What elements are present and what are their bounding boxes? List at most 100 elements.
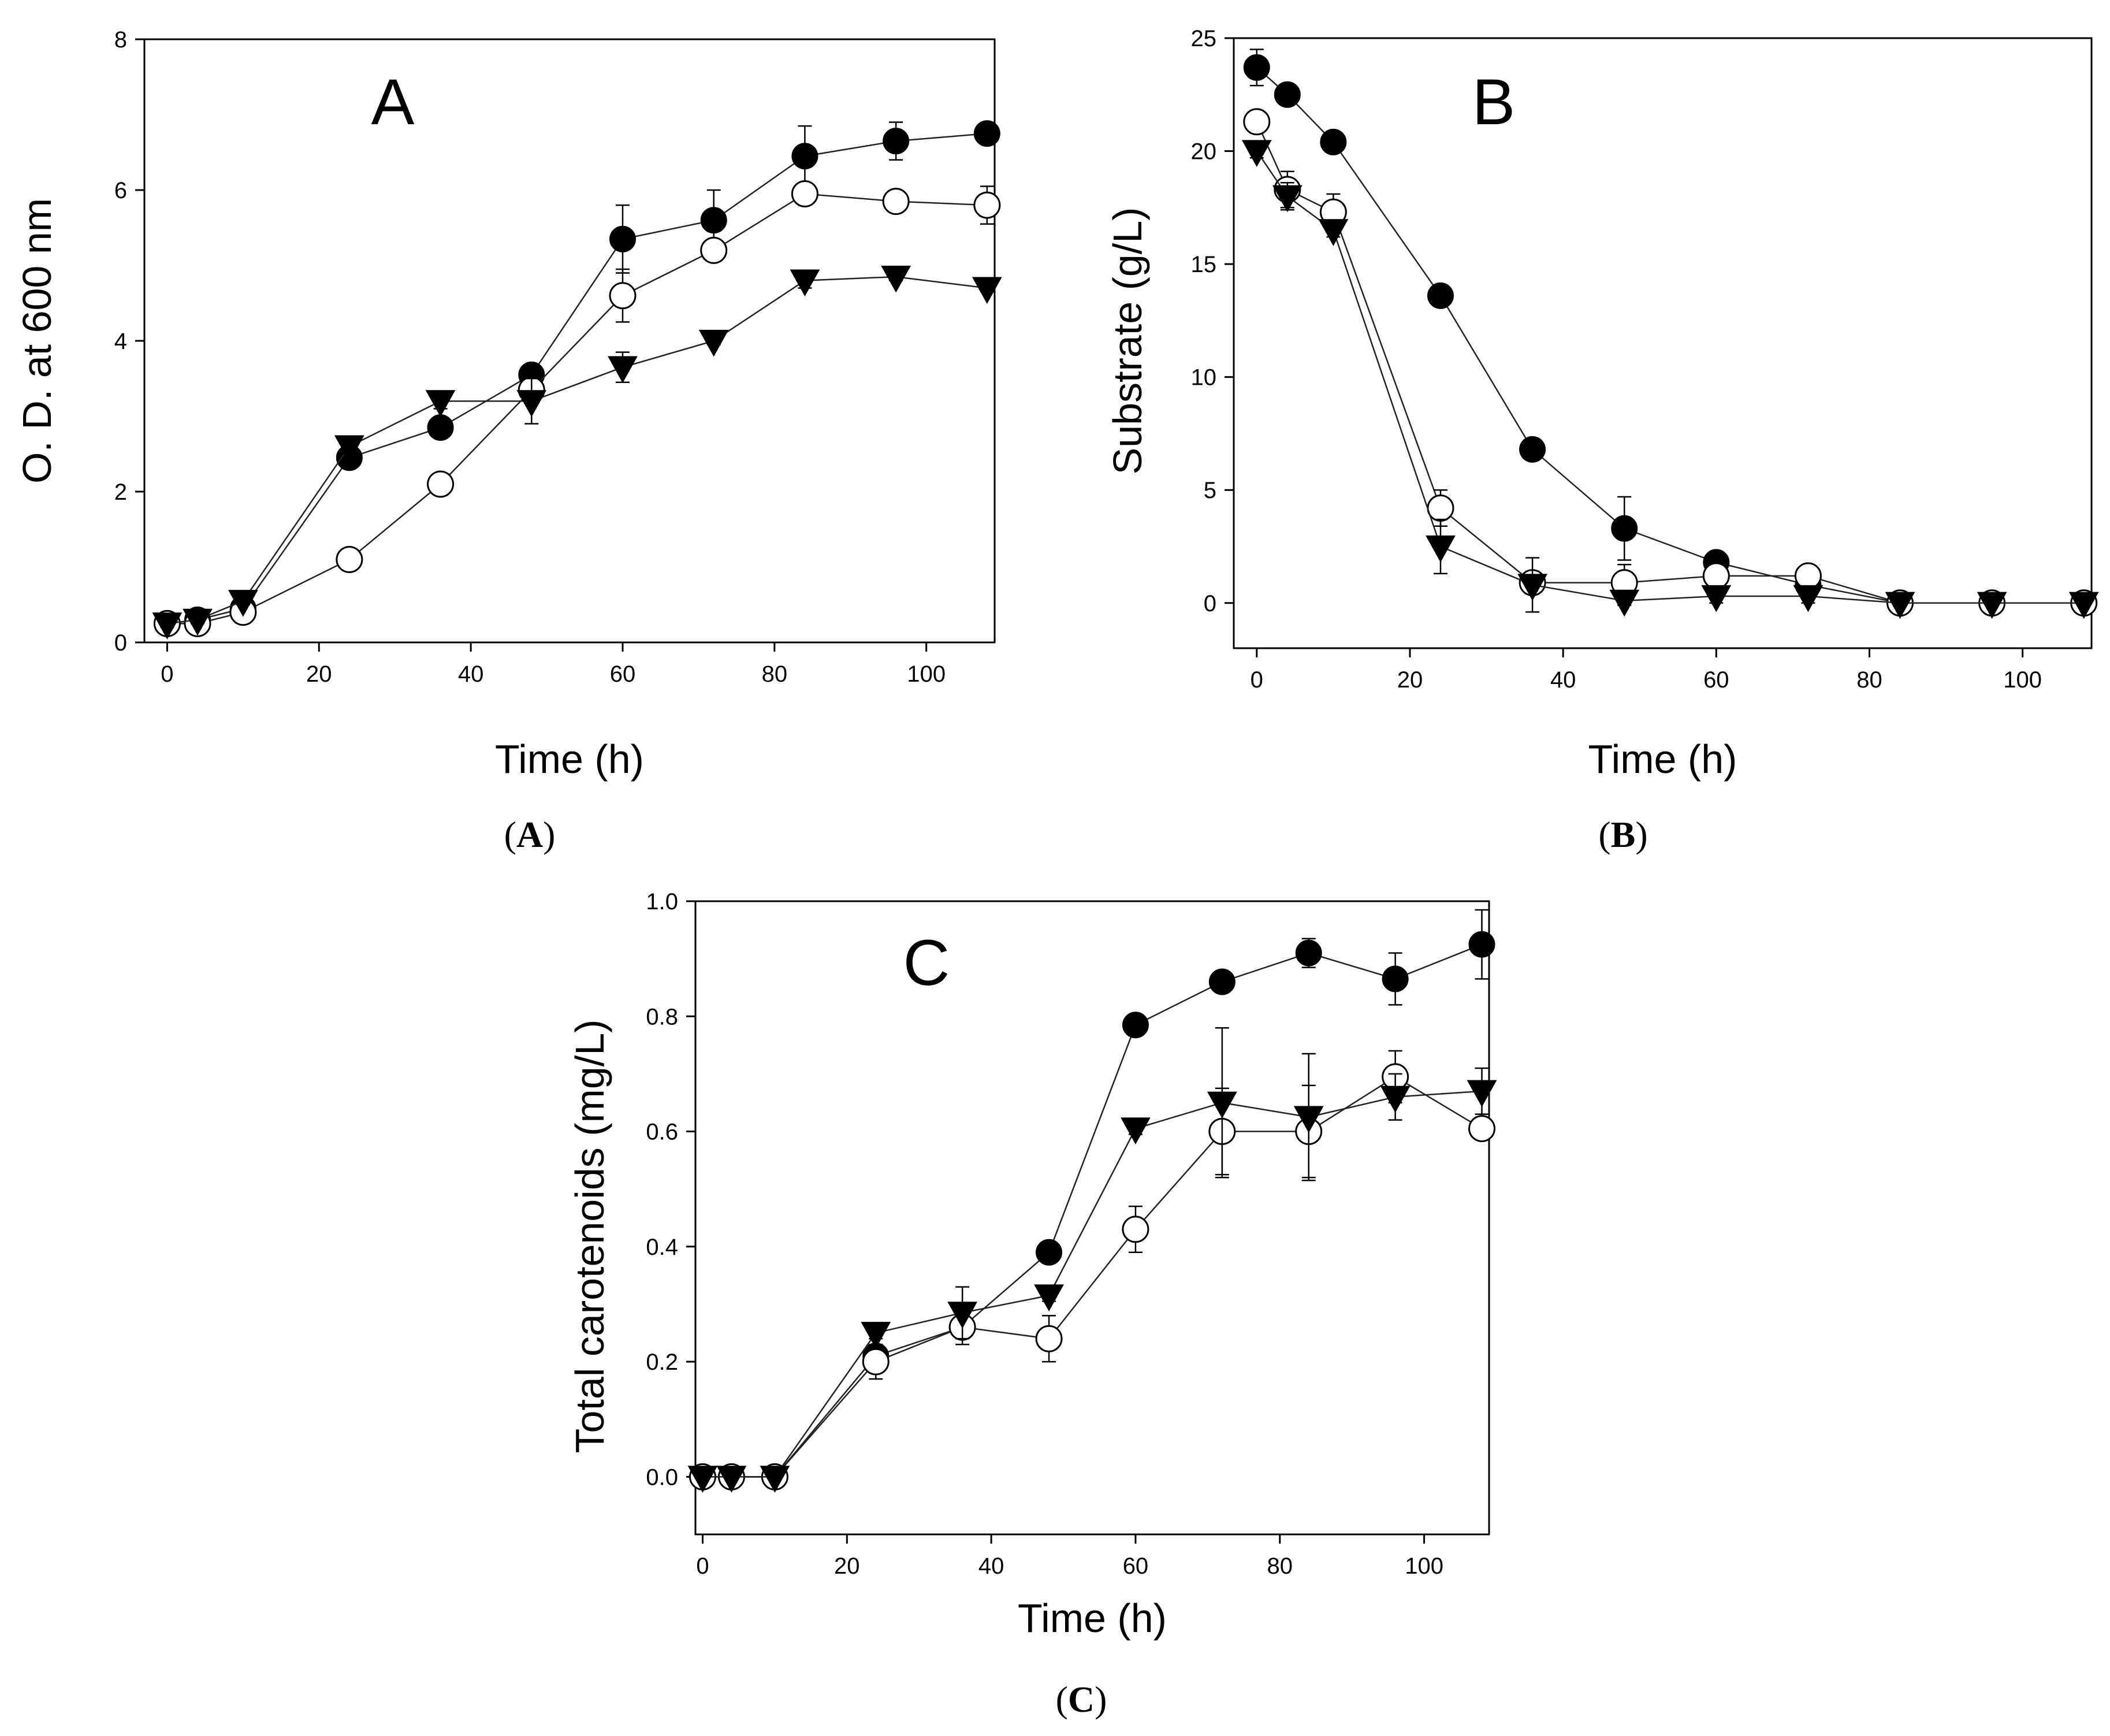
data-point-down-triangle — [425, 390, 456, 417]
data-point-down-triangle — [1121, 1117, 1151, 1145]
data-point-open-circle — [1243, 108, 1271, 136]
y-axis-title: O. D. at 600 nm — [14, 198, 59, 484]
data-point-down-triangle — [1207, 1091, 1237, 1119]
data-point-down-triangle — [790, 269, 820, 297]
x-tick-label: 100 — [2003, 667, 2042, 693]
data-point-down-triangle — [1609, 589, 1640, 617]
data-point-open-circle — [882, 188, 910, 215]
data-point-down-triangle — [608, 356, 638, 384]
data-point-open-circle — [336, 545, 363, 573]
plot-frame — [694, 900, 1490, 1536]
data-point-down-triangle — [1517, 574, 1547, 601]
x-tick-label: 60 — [610, 661, 636, 687]
x-tick-label: 80 — [1856, 667, 1882, 693]
data-point-open-circle — [700, 236, 728, 264]
data-point-filled-circle — [1036, 1239, 1063, 1266]
series-filled-circle — [689, 909, 1495, 1490]
x-tick-label: 100 — [1405, 1553, 1443, 1579]
y-tick-label: 0.2 — [646, 1350, 678, 1375]
series-line — [1256, 66, 2084, 604]
series-filled-down-triangle — [152, 265, 1002, 640]
series-line — [1256, 121, 2084, 604]
data-point-down-triangle — [2068, 592, 2099, 619]
y-tick-label: 25 — [1191, 26, 1217, 51]
x-tick-label: 0 — [161, 661, 173, 687]
series-open-circle — [153, 180, 1001, 637]
data-point-filled-circle — [1274, 81, 1301, 108]
y-tick-label: 0.6 — [646, 1120, 678, 1145]
y-axis-title: Substrate (g/L) — [1105, 207, 1150, 475]
data-point-filled-circle — [1382, 965, 1409, 992]
data-point-down-triangle — [1701, 585, 1732, 612]
data-point-open-circle — [609, 282, 637, 310]
data-point-down-triangle — [698, 329, 729, 357]
y-tick-label: 8 — [114, 27, 127, 53]
data-point-down-triangle — [1293, 1106, 1324, 1133]
data-point-down-triangle — [1467, 1080, 1497, 1107]
y-tick-label: 1.0 — [646, 889, 678, 915]
panel-letter: C — [903, 927, 950, 999]
y-tick-label: 0.4 — [646, 1235, 678, 1260]
data-point-down-triangle — [1318, 219, 1349, 246]
plot-frame — [1233, 37, 2093, 649]
caption-b: (B) — [1598, 814, 1648, 855]
data-point-open-circle — [1468, 1115, 1496, 1143]
y-tick-label: 0.8 — [646, 1004, 678, 1029]
x-tick-label: 40 — [978, 1553, 1004, 1579]
y-tick-label: 15 — [1191, 252, 1217, 277]
caption-c: (C) — [1055, 1679, 1107, 1720]
data-point-down-triangle — [1426, 535, 1456, 563]
series-open-circle — [689, 1050, 1496, 1490]
series-filled-down-triangle — [1241, 140, 2099, 619]
data-point-down-triangle — [1793, 585, 1824, 612]
y-tick-label: 4 — [114, 329, 127, 354]
data-point-down-triangle — [516, 390, 547, 417]
y-tick-label: 0.0 — [646, 1464, 678, 1490]
data-point-down-triangle — [760, 1466, 790, 1493]
x-tick-label: 20 — [834, 1553, 860, 1579]
plot-frame — [143, 38, 996, 644]
x-tick-label: 60 — [1123, 1553, 1149, 1579]
series-filled-down-triangle — [687, 1027, 1497, 1493]
data-point-down-triangle — [228, 590, 258, 617]
data-point-down-triangle — [1272, 185, 1303, 213]
x-tick-label: 60 — [1703, 667, 1729, 693]
data-point-down-triangle — [152, 612, 183, 640]
data-point-down-triangle — [1241, 140, 1272, 168]
chart-c: 0 20 40 60 80 100 0.0 0.2 0.4 0.6 0.8 1.0 Time (h) To… — [567, 889, 1497, 1641]
y-axis-title: Total carotenoids (mg/L) — [567, 1020, 612, 1454]
data-point-filled-circle — [1295, 939, 1322, 966]
data-point-filled-circle — [973, 120, 1000, 147]
series-line — [1256, 150, 2084, 604]
x-tick-label: 80 — [1267, 1553, 1293, 1579]
series-open-circle — [1243, 108, 2098, 617]
data-point-filled-circle — [791, 143, 818, 170]
series-filled-circle — [1243, 49, 2097, 616]
data-point-filled-circle — [1208, 968, 1236, 995]
data-point-open-circle — [1794, 562, 1822, 590]
data-point-filled-circle — [609, 225, 636, 252]
data-point-filled-circle — [1427, 282, 1454, 309]
x-tick-label: 40 — [1550, 667, 1576, 693]
data-point-filled-circle — [1320, 128, 1347, 155]
data-point-filled-circle — [1122, 1012, 1149, 1039]
data-point-down-triangle — [861, 1322, 891, 1349]
data-point-open-circle — [1035, 1325, 1063, 1352]
chart-a: 0 20 40 60 80 100 0 2 4 6 8 Time (h) O. D. at 600 nm… — [14, 27, 1002, 782]
x-axis-title: Time (h) — [1588, 737, 1737, 782]
chart-b: 0 20 40 60 80 100 0 5 10 15 20 25 Time (h) Substrate … — [1105, 26, 2099, 782]
data-point-open-circle — [1427, 495, 1454, 522]
data-point-open-circle — [427, 470, 455, 498]
y-tick-label: 10 — [1191, 365, 1217, 391]
x-tick-label: 0 — [696, 1553, 709, 1579]
data-point-open-circle — [1122, 1215, 1149, 1243]
x-tick-label: 40 — [458, 661, 484, 687]
data-point-down-triangle — [687, 1466, 718, 1493]
data-point-down-triangle — [881, 265, 911, 293]
data-point-open-circle — [973, 191, 1001, 219]
series-line — [167, 193, 987, 624]
y-tick-label: 20 — [1191, 139, 1217, 165]
x-tick-label: 80 — [762, 661, 788, 687]
x-tick-label: 20 — [306, 661, 332, 687]
